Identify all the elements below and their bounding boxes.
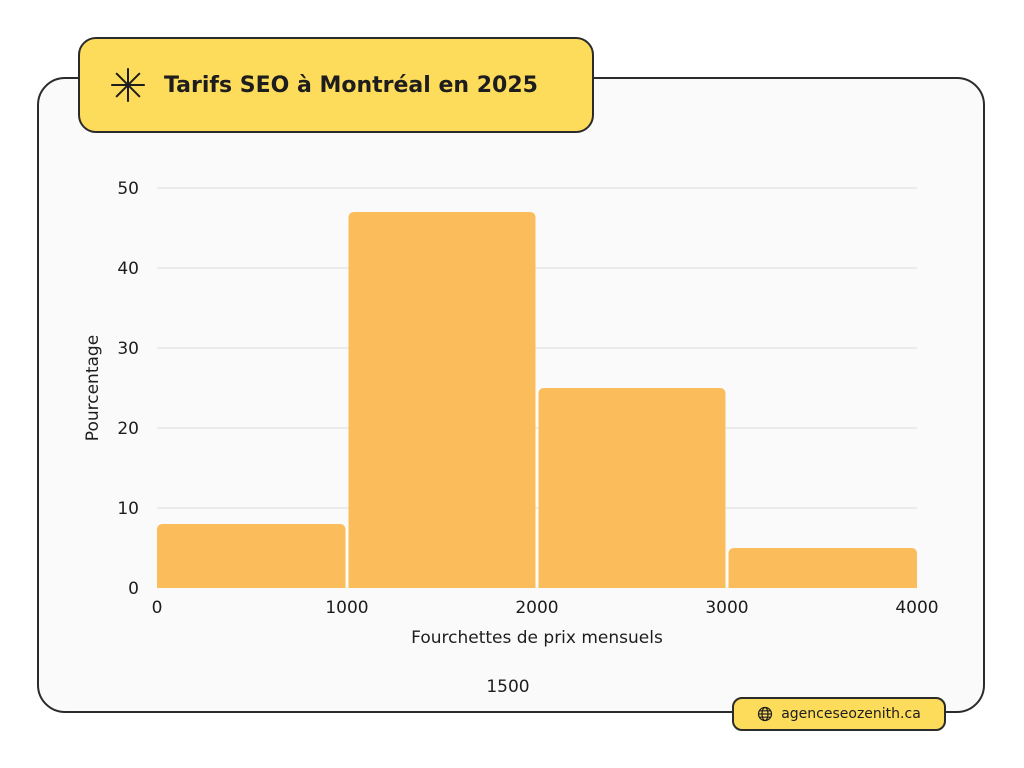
grid-lines (157, 187, 917, 509)
y-tick-label: 40 (117, 259, 139, 279)
x-tick-label: 2000 (515, 598, 558, 618)
y-tick-label: 0 (128, 579, 139, 599)
y-tick-label: 20 (117, 419, 139, 439)
bars (157, 212, 917, 588)
title-banner: Tarifs SEO à Montréal en 2025 (78, 37, 594, 133)
asterisk-star-icon (111, 68, 145, 102)
y-tick-label: 10 (117, 499, 139, 519)
globe-icon (758, 706, 773, 722)
x-tick-label: 3000 (705, 598, 748, 618)
histogram-bar (157, 524, 346, 588)
x-axis-label: Fourchettes de prix mensuels (411, 628, 663, 648)
y-tick-label: 50 (117, 179, 139, 199)
x-tick-label: 4000 (895, 598, 938, 618)
y-axis-label: Pourcentage (83, 335, 103, 441)
source-badge[interactable]: agenceseozenith.ca (732, 697, 946, 731)
histogram-bar (728, 548, 917, 588)
y-tick-labels: 0 10 20 30 40 50 (117, 179, 139, 599)
page-title: Tarifs SEO à Montréal en 2025 (164, 72, 538, 98)
source-link[interactable]: agenceseozenith.ca (781, 706, 921, 722)
x-tick-label: 0 (152, 598, 163, 618)
x-tick-labels: 0 1000 2000 3000 4000 (152, 598, 939, 618)
histogram-bar (538, 388, 726, 588)
y-tick-label: 30 (117, 339, 139, 359)
chart-annotation: 1500 (486, 677, 529, 697)
x-tick-label: 1000 (325, 598, 368, 618)
histogram-bar (348, 212, 536, 588)
